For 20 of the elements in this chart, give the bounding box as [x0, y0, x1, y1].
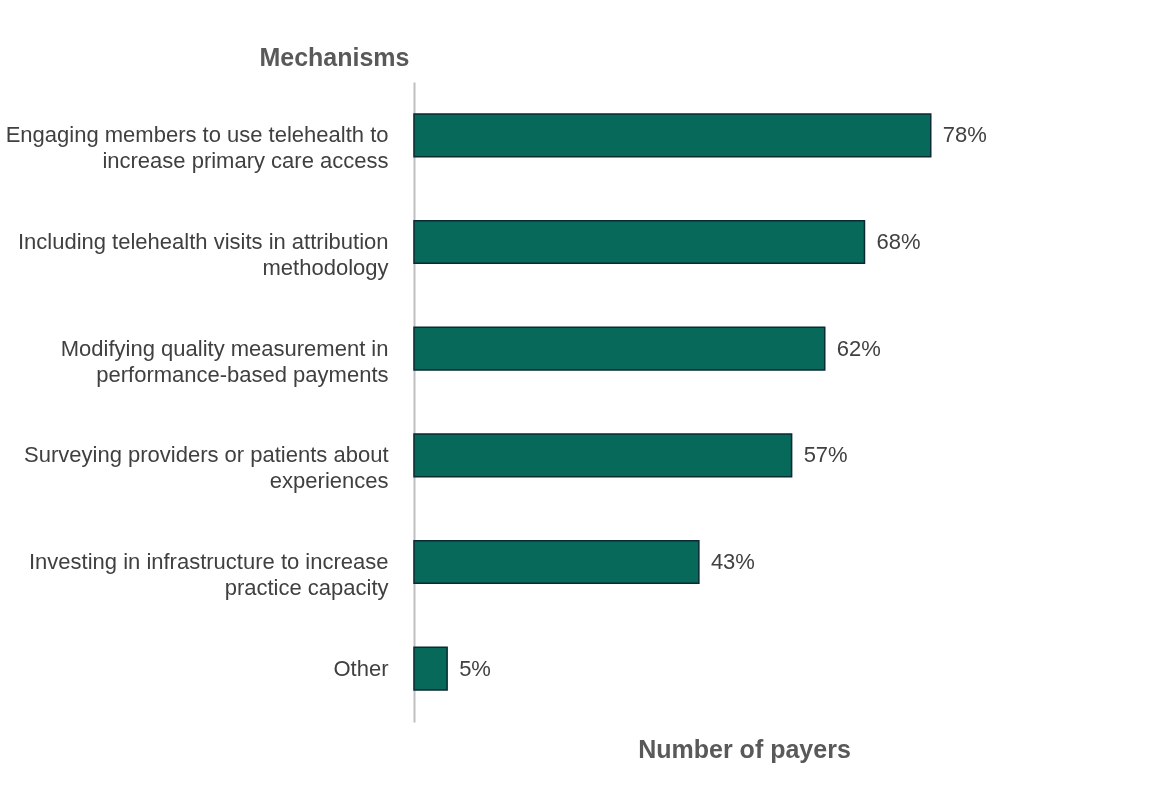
data-label: 68% [876, 229, 921, 254]
bar [413, 219, 866, 265]
y-tick-label: Including telehealth visits in attribution methodology [17, 229, 389, 280]
data-label: 57% [803, 442, 848, 468]
data-label: 78% [942, 122, 987, 148]
y-tick-label: Surveying providers or patients about experiences [24, 442, 389, 494]
bar [413, 113, 932, 158]
y-tick-label: Engaging members to use telehealth to increase primary care access [5, 122, 389, 174]
data-label: 43% [710, 549, 755, 574]
x-axis-title: Number of payers [638, 734, 851, 763]
bar [413, 539, 700, 585]
y-tick-label: Other [333, 655, 389, 681]
bar [413, 646, 448, 691]
y-tick-label: Modifying quality measurement in performance-based payments [60, 335, 389, 387]
y-tick-label: Investing in infrastructure to increase practice capacity [28, 549, 389, 600]
bar [413, 433, 793, 478]
bar [413, 326, 826, 371]
data-label: 5% [459, 655, 491, 681]
data-label: 62% [836, 335, 881, 361]
y-axis-title: Mechanisms [259, 42, 410, 71]
